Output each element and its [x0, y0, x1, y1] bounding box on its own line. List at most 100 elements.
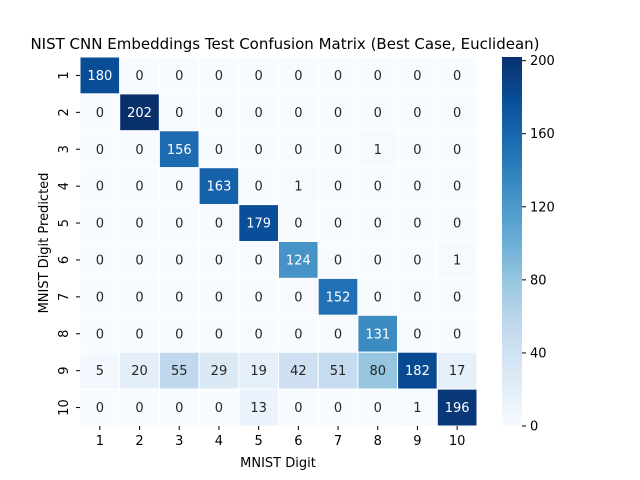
heatmap-cell [79, 241, 121, 279]
cell-value-label: 0 [215, 69, 223, 84]
x-axis-label: MNIST Digit [240, 456, 316, 471]
cell-value-label: 0 [96, 327, 104, 342]
heatmap-cell [278, 241, 319, 279]
heatmap-cell [436, 204, 478, 243]
x-tick-label: 4 [215, 434, 223, 449]
cell-value-label: 17 [449, 364, 466, 379]
cell-value-label: 0 [413, 69, 421, 84]
cell-value-label: 0 [215, 290, 223, 305]
cell-value-label: 0 [255, 106, 263, 121]
cell-value-label: 0 [175, 69, 183, 84]
cell-value-label: 0 [135, 69, 143, 84]
cell-value-label: 0 [334, 253, 342, 268]
heatmap-cell [317, 167, 359, 206]
colorbar-tick-label: 40 [530, 346, 547, 361]
heatmap-cell [119, 204, 160, 243]
cell-value-label: 0 [374, 253, 382, 268]
cell-value-label: 0 [413, 180, 421, 195]
cell-value-label: 0 [215, 253, 223, 268]
cell-value-label: 1 [413, 401, 421, 416]
cell-value-label: 0 [294, 290, 302, 305]
cell-value-label: 0 [135, 217, 143, 232]
cell-value-label: 0 [175, 401, 183, 416]
cell-value-label: 131 [365, 327, 390, 342]
cell-value-label: 0 [175, 253, 183, 268]
heatmap-cell [436, 93, 478, 132]
cell-value-label: 0 [334, 143, 342, 158]
cell-value-label: 13 [250, 401, 267, 416]
heatmap-cell [397, 351, 438, 390]
heatmap-cell [357, 56, 399, 95]
cell-value-label: 0 [413, 253, 421, 268]
x-tick-label: 3 [175, 434, 183, 449]
cell-value-label: 0 [453, 290, 461, 305]
cell-value-label: 0 [135, 253, 143, 268]
heatmap-cell [119, 351, 160, 390]
x-tick-label: 5 [255, 434, 263, 449]
cell-value-label: 5 [96, 364, 104, 379]
y-tick-label: 3 [57, 145, 72, 153]
heatmap-cell [238, 351, 280, 390]
cell-value-label: 0 [135, 401, 143, 416]
heatmap-cell [397, 277, 438, 316]
x-axis-ticks: 1 2 3 4 5 6 7 8 9 10 [96, 426, 466, 449]
cell-value-label: 0 [294, 217, 302, 232]
x-tick-label: 9 [413, 434, 421, 449]
heatmap-cell [79, 130, 121, 169]
cell-value-label: 19 [250, 364, 267, 379]
x-tick-label: 7 [334, 434, 342, 449]
heatmap-cell [397, 241, 438, 279]
heatmap-cell [238, 388, 280, 427]
cell-value-label: 0 [294, 143, 302, 158]
cell-value-label: 0 [453, 327, 461, 342]
heatmap-cell [397, 388, 438, 427]
y-tick-label: 1 [57, 71, 72, 79]
cell-value-label: 0 [413, 106, 421, 121]
cell-value-label: 0 [453, 180, 461, 195]
y-axis-ticks: 1 2 3 4 5 6 7 8 9 10 [57, 71, 80, 416]
cell-value-label: 163 [207, 180, 232, 195]
heatmap-cell [436, 56, 478, 95]
cell-value-label: 0 [255, 253, 263, 268]
heatmap-cell [158, 241, 200, 279]
cell-value-label: 1 [453, 253, 461, 268]
heatmap-cell [436, 388, 478, 427]
cell-value-label: 0 [334, 69, 342, 84]
colorbar-tick-label: 160 [530, 127, 555, 142]
cell-value-label: 1 [294, 180, 302, 195]
cell-value-label: 0 [215, 217, 223, 232]
cell-value-label: 55 [171, 364, 188, 379]
heatmap-cell [158, 130, 200, 169]
heatmap-cell [357, 130, 399, 169]
colorbar: 0 40 80 120 160 200 [502, 54, 555, 435]
cell-value-label: 0 [215, 327, 223, 342]
cell-value-label: 0 [175, 180, 183, 195]
cell-value-label: 0 [96, 217, 104, 232]
heatmap-cell [198, 241, 240, 279]
cell-value-label: 80 [369, 364, 386, 379]
cell-value-label: 0 [413, 327, 421, 342]
cell-value-label: 0 [96, 106, 104, 121]
heatmap-cell [436, 130, 478, 169]
cell-value-label: 0 [96, 401, 104, 416]
cell-value-label: 0 [135, 143, 143, 158]
cell-value-label: 179 [246, 217, 271, 232]
heatmap-cell [278, 56, 319, 95]
heatmap-cell [238, 241, 280, 279]
heatmap-cell [397, 130, 438, 169]
heatmap-cell [79, 277, 121, 316]
cell-value-label: 0 [294, 69, 302, 84]
heatmap-cell [278, 167, 319, 206]
heatmap-cell [357, 277, 399, 316]
cell-value-label: 124 [286, 253, 311, 268]
heatmap-cell [357, 204, 399, 243]
heatmap-cell [357, 93, 399, 132]
x-tick-label: 2 [135, 434, 143, 449]
y-tick-label: 4 [57, 182, 72, 190]
cell-value-label: 29 [211, 364, 228, 379]
cell-value-label: 0 [334, 106, 342, 121]
heatmap-cell [357, 388, 399, 427]
cell-value-label: 0 [374, 180, 382, 195]
x-tick-label: 10 [449, 434, 466, 449]
cell-value-label: 0 [334, 180, 342, 195]
